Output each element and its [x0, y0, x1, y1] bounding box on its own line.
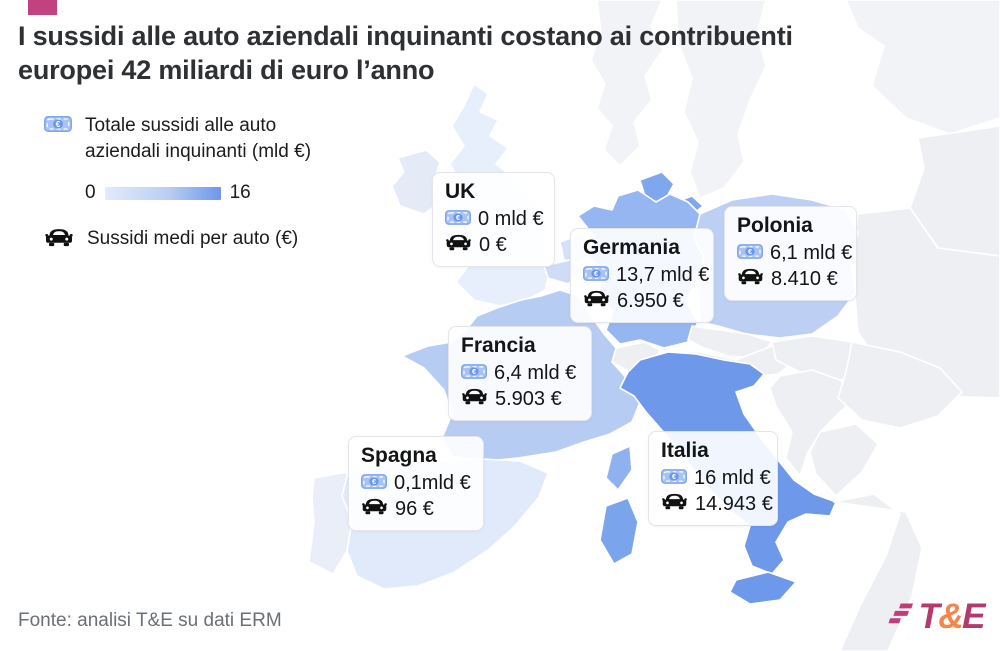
country-card-uk: UK € 0 mld € 0 €: [432, 172, 555, 267]
svg-text:€: €: [56, 120, 61, 129]
svg-text:€: €: [672, 472, 676, 481]
legend-total-label-line1: Totale sussidi alle auto: [85, 115, 277, 136]
map-sweden: [675, 0, 767, 199]
svg-text:€: €: [594, 269, 598, 278]
svg-text:€: €: [372, 477, 376, 486]
svg-text:€: €: [456, 213, 460, 222]
per-car-subsidy-value: 96 €: [395, 498, 434, 520]
legend-per-car-label: Sussidi medi per auto (€): [87, 228, 299, 249]
country-name: Francia: [461, 334, 536, 357]
title-line1: I sussidi alle auto aziendali inquinanti…: [18, 21, 793, 51]
map-croatia-slovenia: [769, 369, 859, 477]
per-car-subsidy-value: 14.943 €: [695, 493, 773, 515]
te-logo-ampersand: &: [938, 597, 963, 636]
per-car-subsidy-row: 96 €: [361, 496, 471, 522]
te-logo-text: T&E: [918, 597, 985, 637]
page-title: I sussidi alle auto aziendali inquinanti…: [18, 19, 958, 87]
total-subsidy-row: € 0,1mld €: [361, 470, 471, 496]
country-card-francia: Francia € 6,4 mld € 5.903 €: [448, 326, 592, 421]
brand-accent-bar: [28, 0, 57, 15]
car-front-icon: [461, 386, 488, 412]
total-subsidy-value: 6,1 mld €: [770, 242, 853, 264]
legend-color-scale: 0 16: [85, 182, 364, 204]
legend-total-label-line2: aziendali inquinanti (mld €): [85, 141, 312, 162]
per-car-subsidy-row: 0 €: [445, 232, 542, 258]
country-name: UK: [445, 180, 476, 203]
country-card-spagna: Spagna € 0,1mld € 96 €: [348, 436, 484, 531]
total-subsidy-value: 0 mld €: [478, 208, 544, 230]
total-subsidy-value: 13,7 mld €: [616, 264, 710, 286]
per-car-subsidy-row: 6.950 €: [583, 288, 701, 314]
car-front-icon: [737, 266, 764, 292]
map-sardinia[interactable]: [599, 497, 639, 565]
per-car-subsidy-row: 8.410 €: [737, 266, 844, 292]
legend-total-row: € Totale sussidi alle auto aziendali inqu…: [44, 113, 364, 165]
car-front-icon: [44, 226, 74, 252]
legend: € Totale sussidi alle auto aziendali inqu…: [44, 113, 364, 252]
source-note: Fonte: analisi T&E su dati ERM: [18, 610, 282, 631]
banknote-euro-icon: €: [583, 262, 609, 288]
country-name: Germania: [583, 236, 680, 259]
scale-min-label: 0: [85, 182, 96, 203]
te-logo-e: E: [962, 597, 985, 636]
car-front-icon: [661, 491, 688, 517]
car-front-icon: [445, 232, 472, 258]
banknote-euro-icon: €: [361, 470, 387, 496]
map-norway: [590, 0, 664, 167]
map-romania-bulgaria: [837, 341, 963, 429]
country-name: Spagna: [361, 444, 437, 467]
banknote-euro-icon: €: [661, 465, 687, 491]
color-gradient-bar: [104, 186, 221, 200]
car-front-icon: [361, 496, 388, 522]
te-logo-t: T: [918, 597, 939, 636]
te-logo-stripes-icon: [885, 599, 914, 636]
map-sicily[interactable]: [729, 571, 797, 605]
total-subsidy-row: € 16 mld €: [661, 465, 771, 491]
total-subsidy-value: 6,4 mld €: [494, 362, 577, 384]
map-serbia-bosnia: [809, 423, 879, 497]
banknote-euro-icon: €: [445, 206, 471, 232]
banknote-euro-icon: €: [44, 116, 72, 137]
title-line2: europei 42 miliardi di euro l’anno: [18, 55, 435, 85]
banknote-euro-icon: €: [461, 360, 487, 386]
country-card-germania: Germania € 13,7 mld € 6.950 €: [570, 228, 714, 323]
total-subsidy-row: € 6,4 mld €: [461, 360, 579, 386]
per-car-subsidy-value: 5.903 €: [495, 388, 562, 410]
per-car-subsidy-row: 14.943 €: [661, 491, 773, 517]
te-logo[interactable]: T&E: [885, 597, 985, 637]
per-car-subsidy-value: 6.950 €: [617, 290, 684, 312]
country-card-italia: Italia € 16 mld € 14.943 €: [648, 431, 778, 526]
total-subsidy-value: 0,1mld €: [394, 472, 471, 494]
map-corsica: [605, 445, 633, 491]
legend-total-label: Totale sussidi alle auto aziendali inquin…: [85, 113, 311, 165]
total-subsidy-row: € 0 mld €: [445, 206, 544, 232]
legend-per-car-row: Sussidi medi per auto (€): [44, 226, 364, 252]
per-car-subsidy-value: 0 €: [479, 234, 507, 256]
total-subsidy-value: 16 mld €: [694, 467, 771, 489]
svg-text:€: €: [748, 247, 752, 256]
per-car-subsidy-value: 8.410 €: [771, 268, 838, 290]
per-car-subsidy-row: 5.903 €: [461, 386, 579, 412]
banknote-euro-icon: €: [737, 240, 763, 266]
total-subsidy-row: € 6,1 mld €: [737, 240, 852, 266]
country-name: Italia: [661, 439, 709, 462]
total-subsidy-row: € 13,7 mld €: [583, 262, 709, 288]
svg-text:€: €: [472, 367, 476, 376]
country-name: Polonia: [737, 214, 813, 237]
country-card-polonia: Polonia € 6,1 mld € 8.410 €: [724, 206, 857, 301]
scale-max-label: 16: [229, 182, 251, 203]
car-front-icon: [583, 288, 610, 314]
map-finland: [845, 0, 1000, 135]
